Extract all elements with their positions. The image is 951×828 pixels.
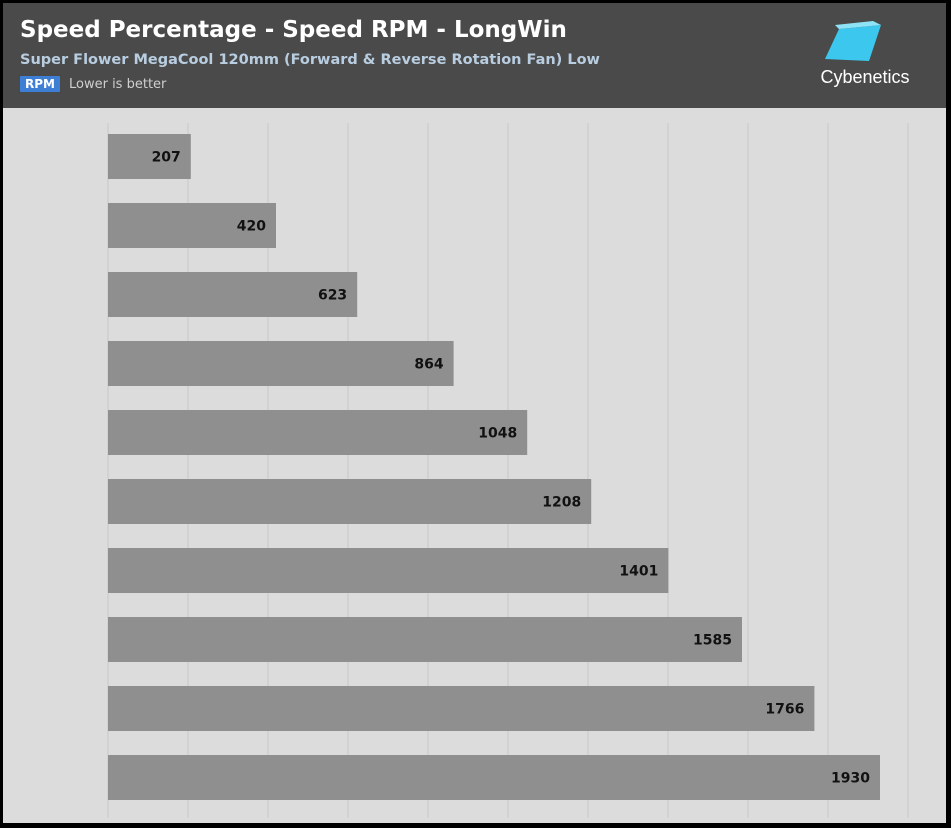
bar bbox=[108, 686, 815, 731]
lower-is-better-note: Lower is better bbox=[69, 77, 167, 92]
bar bbox=[108, 410, 528, 455]
bar-value-label: 1048 bbox=[478, 426, 517, 442]
chart-header: Speed Percentage - Speed RPM - LongWin S… bbox=[3, 3, 946, 108]
bar-value-label: 420 bbox=[237, 219, 266, 235]
bar bbox=[108, 341, 454, 386]
bar-value-label: 1208 bbox=[542, 495, 581, 511]
cybenetics-logo-icon bbox=[825, 21, 881, 61]
bar-value-label: 1930 bbox=[831, 771, 870, 787]
chart-title: Speed Percentage - Speed RPM - LongWin bbox=[20, 17, 567, 43]
chart-frame: Speed Percentage - Speed RPM - LongWin S… bbox=[3, 3, 946, 823]
bar-value-label: 207 bbox=[152, 150, 181, 166]
bar-value-label: 1401 bbox=[619, 564, 658, 580]
cybenetics-logo: Cybenetics bbox=[815, 19, 915, 91]
bar-value-label: 1766 bbox=[765, 702, 804, 718]
logo-text: Cybenetics bbox=[820, 67, 910, 87]
bar bbox=[108, 479, 592, 524]
bar bbox=[108, 134, 191, 179]
unit-badge: RPM bbox=[20, 76, 60, 92]
bar bbox=[108, 617, 742, 662]
bar bbox=[108, 548, 669, 593]
bar-value-label: 864 bbox=[414, 357, 443, 373]
bar bbox=[108, 755, 880, 800]
bar-chart: 207 420 623 864 1048 1208 1401 1585 1766 1930 bbox=[107, 123, 909, 818]
bar-value-label: 623 bbox=[318, 288, 347, 304]
bar bbox=[108, 272, 358, 317]
chart-subtitle: Super Flower MegaCool 120mm (Forward & R… bbox=[20, 52, 600, 68]
bar bbox=[108, 203, 276, 248]
bar-value-label: 1585 bbox=[693, 633, 732, 649]
